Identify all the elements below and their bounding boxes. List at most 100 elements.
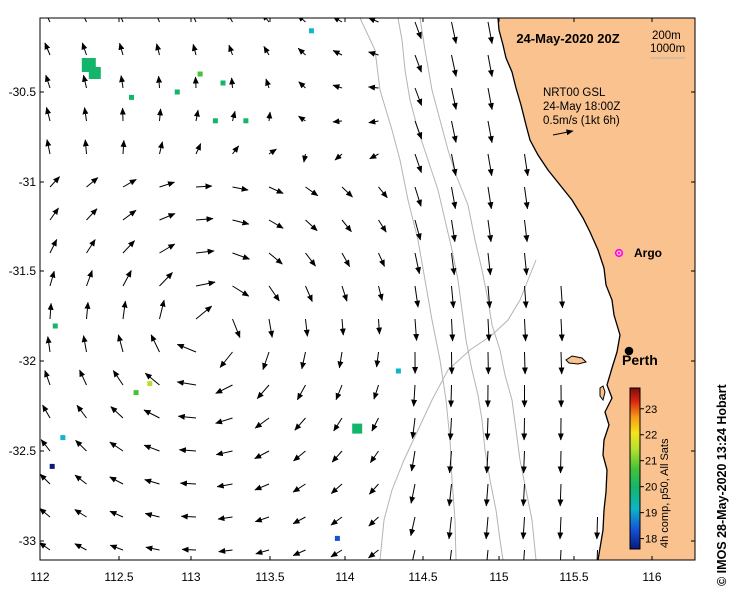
x-tick-label: 113.5	[255, 570, 284, 584]
current-vector	[414, 54, 422, 73]
current-vector	[292, 549, 306, 557]
current-vector	[341, 285, 348, 302]
argo-label: Argo	[634, 246, 662, 260]
current-vector	[341, 186, 353, 198]
sst-patch	[49, 463, 55, 469]
x-tick-label: 112	[30, 570, 49, 584]
current-vector	[74, 543, 87, 551]
current-vector	[341, 252, 351, 268]
current-vector	[143, 409, 160, 419]
current-vector	[145, 545, 160, 552]
current-vector	[523, 153, 530, 177]
current-vector	[557, 483, 564, 507]
perth-label: Perth	[622, 352, 658, 368]
current-vector	[265, 78, 271, 89]
current-vector	[109, 476, 124, 485]
plot-frame	[39, 17, 696, 561]
current-vector	[218, 547, 233, 554]
current-vector	[156, 75, 163, 89]
current-vector	[219, 351, 233, 368]
current-vector	[144, 372, 160, 386]
current-vector	[232, 185, 249, 192]
current-vector	[215, 417, 233, 425]
current-vector	[330, 516, 343, 526]
current-vector	[47, 302, 54, 320]
current-vector	[487, 21, 494, 45]
current-vector	[296, 384, 306, 401]
current-info-line3: 0.5m/s (1kt 6h)	[543, 115, 620, 127]
current-vector	[331, 450, 343, 463]
current-vector	[121, 300, 128, 320]
current-vector	[74, 509, 87, 518]
current-vector	[81, 42, 88, 56]
current-vector	[303, 318, 310, 337]
colorbar-ticks: 23 22 21 20 19 18	[640, 404, 657, 546]
current-vector	[262, 351, 270, 371]
current-vector	[159, 272, 173, 287]
current-vector	[414, 252, 421, 275]
current-vector	[368, 549, 379, 559]
current-vector	[181, 546, 197, 553]
x-tick-label: 112.5	[104, 570, 133, 584]
current-vectors	[40, 18, 601, 560]
current-vector	[293, 450, 306, 462]
current-vector	[483, 483, 490, 507]
sst-patch	[133, 390, 139, 396]
current-vector	[559, 549, 562, 560]
current-vector	[409, 450, 416, 472]
current-vector	[373, 384, 379, 400]
current-vector	[40, 473, 51, 485]
current-vector	[232, 318, 241, 339]
current-vector	[86, 239, 96, 254]
current-vector	[159, 299, 166, 320]
current-vector	[195, 248, 215, 255]
current-vector	[330, 483, 343, 494]
current-vector	[369, 450, 379, 464]
current-vector	[414, 153, 423, 174]
x-axis: 112 112.5 113 113.5 114 114.5 115 115.5 …	[30, 570, 661, 584]
current-vector	[484, 450, 491, 474]
current-vector	[596, 549, 598, 560]
sst-patch	[243, 118, 249, 124]
current-vector	[86, 177, 99, 188]
x-tick-label: 115	[489, 570, 508, 584]
current-vector	[45, 336, 52, 353]
current-vector	[521, 351, 528, 375]
current-vector	[215, 384, 233, 394]
current-vector	[117, 334, 124, 353]
current-vector	[409, 516, 416, 537]
land-area	[498, 18, 695, 560]
colorbar-tick-label: 21	[645, 456, 657, 468]
current-vector	[44, 42, 51, 56]
current-vector	[76, 404, 87, 419]
current-vector	[558, 351, 565, 375]
sst-patch	[129, 94, 134, 100]
current-vector	[256, 384, 270, 399]
current-vector	[451, 21, 458, 44]
credit-text: © IMOS 28-May-2020 13:24 Hobart	[715, 384, 729, 586]
current-vector	[195, 216, 214, 223]
current-vector	[155, 43, 162, 56]
current-vector	[557, 450, 564, 474]
current-vector	[371, 417, 379, 432]
current-vector	[229, 77, 236, 89]
sst-patch	[60, 435, 66, 441]
current-vector	[450, 252, 457, 276]
current-vector	[192, 76, 199, 89]
current-vector	[557, 516, 564, 540]
colorbar-tick-label: 22	[645, 430, 657, 442]
argo-float: Argo	[614, 246, 662, 260]
current-vector	[486, 252, 493, 276]
current-vector	[378, 219, 387, 233]
colorbar-label: 4h comp, p50, All Sats	[659, 438, 671, 548]
current-vector	[378, 252, 385, 267]
current-vector	[75, 439, 87, 452]
current-vector	[195, 183, 213, 190]
current-vector	[305, 285, 313, 303]
current-vector	[159, 181, 175, 188]
current-vector	[150, 334, 160, 353]
current-vector	[449, 285, 456, 309]
x-tick-label: 114.5	[408, 570, 437, 584]
current-vector	[44, 74, 51, 89]
